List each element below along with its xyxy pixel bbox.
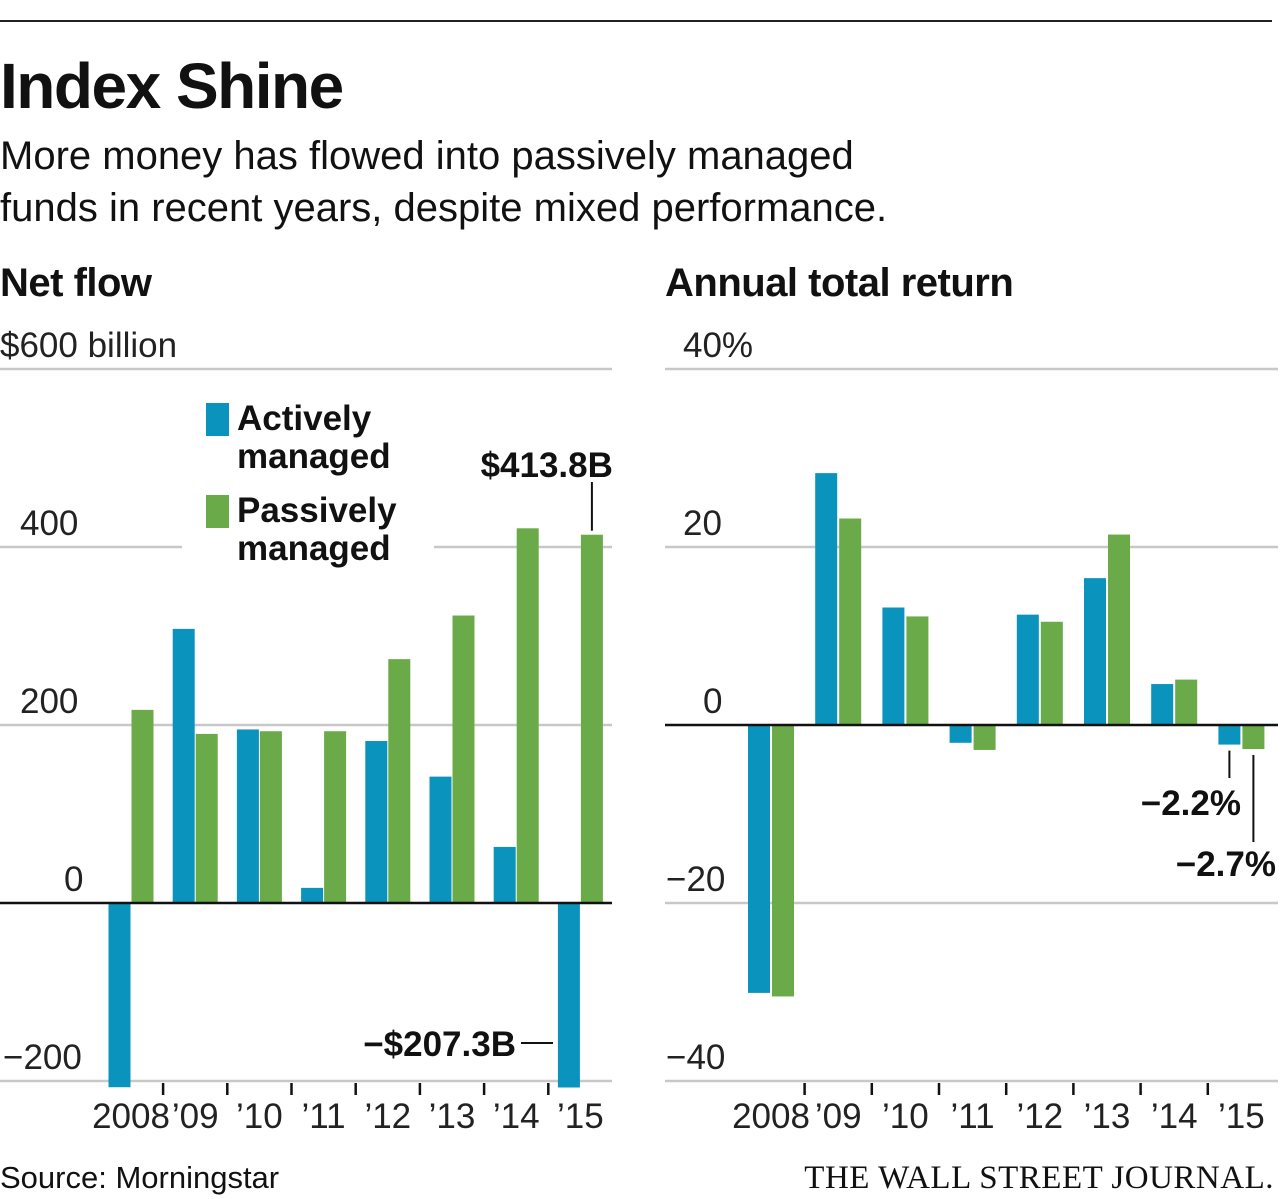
annual-return-bar-passive: [839, 518, 862, 725]
net-flow-category-label: ’13: [429, 1097, 476, 1136]
net-flow-bar-active: [301, 887, 324, 903]
net-flow-category-label: ’15: [557, 1097, 604, 1136]
annual-return-bar-active: [815, 473, 838, 725]
net-flow-bar-active: [108, 903, 131, 1088]
annual-return-bar-passive: [772, 725, 794, 997]
legend-item-active: Actively managed: [206, 400, 417, 476]
annual-return-category-label: ’09: [815, 1097, 862, 1136]
annual-return-y-tick-label: 40%: [683, 326, 753, 365]
net-flow-bar-active: [236, 729, 259, 903]
net-flow-bar-active: [429, 776, 452, 903]
annual-return-category-label: ’15: [1218, 1097, 1265, 1136]
net-flow-annotation-active: −$207.3B: [363, 1025, 516, 1064]
legend-item-passive: Passively managed: [206, 492, 417, 568]
annual-return-bar-passive: [1242, 725, 1265, 750]
annual-return-category-label: ’13: [1084, 1097, 1131, 1136]
annual-return-y-tick-label: 20: [683, 504, 722, 543]
annual-return-category-label: 2008: [732, 1097, 810, 1136]
annual-return-bar-passive: [1040, 621, 1063, 725]
net-flow-annotation-passive: $413.8B: [481, 446, 613, 485]
annual-return-category-label: ’14: [1151, 1097, 1198, 1136]
net-flow-bar-active: [557, 903, 580, 1088]
net-flow-bar-active: [493, 846, 516, 903]
net-flow-y-tick-label: 0: [64, 860, 83, 899]
net-flow-y-tick-label: 200: [20, 682, 78, 721]
annual-return-title: Annual total return: [665, 261, 1014, 305]
net-flow-bar-passive: [131, 709, 154, 903]
annual-return-bar-active: [1016, 614, 1039, 725]
annual-return-bar-active: [1151, 684, 1174, 725]
annual-return-bar-active: [1218, 725, 1241, 745]
annual-return-bar-passive: [906, 616, 929, 725]
annual-return-bar-active: [882, 607, 905, 725]
subtitle-line-2: funds in recent years, despite mixed per…: [0, 186, 888, 230]
chart-title: Index Shine: [0, 50, 344, 122]
net-flow-bar-passive: [388, 659, 411, 903]
net-flow-title: Net flow: [0, 261, 152, 305]
subtitle-line-1: More money has flowed into passively man…: [0, 134, 854, 178]
annual-return-y-tick-label: −20: [666, 860, 725, 899]
net-flow-bar-passive: [259, 731, 282, 903]
annual-return-bar-active: [1084, 578, 1106, 725]
annual-return-annotation-passive: −2.7%: [1176, 845, 1276, 884]
annual-return-category-label: ’10: [882, 1097, 929, 1136]
net-flow-bar-passive: [324, 731, 347, 903]
net-flow-bar-passive: [580, 534, 603, 903]
net-flow-bar-active: [172, 628, 195, 903]
legend-swatch-active: [206, 403, 229, 436]
annual-return-y-tick-label: −40: [666, 1038, 725, 1077]
legend: Actively managed Passively managed: [206, 400, 417, 584]
publisher-logo: THE WALL STREET JOURNAL.: [804, 1160, 1274, 1196]
net-flow-y-tick-label: −200: [3, 1038, 82, 1077]
net-flow-bar-passive: [452, 615, 475, 903]
legend-swatch-passive: [206, 495, 229, 528]
net-flow-category-label: ’11: [302, 1097, 346, 1136]
annual-return-bar-passive: [1175, 679, 1198, 725]
annual-return-y-tick-label: 0: [703, 682, 722, 721]
annual-return-annotation-active: −2.2%: [1141, 784, 1241, 823]
annual-return-category-label: ’11: [951, 1097, 995, 1136]
net-flow-category-label: ’14: [493, 1097, 540, 1136]
chart-subtitle: More money has flowed into passively man…: [0, 130, 960, 234]
net-flow-bar-passive: [195, 733, 218, 903]
net-flow-category-label: 2008: [92, 1097, 170, 1136]
annual-return-bar-active: [949, 725, 972, 743]
net-flow-y-tick-label: $600 billion: [0, 326, 177, 365]
annual-return-bar-active: [748, 725, 770, 993]
top-rule: [0, 20, 1272, 22]
annual-return-bar-passive: [973, 725, 996, 750]
legend-label-passive: Passively managed: [237, 491, 397, 568]
net-flow-bar-passive: [516, 528, 539, 903]
net-flow-bar-active: [365, 741, 388, 903]
annual-return-bar-passive: [1108, 534, 1130, 725]
net-flow-category-label: ’12: [364, 1097, 411, 1136]
net-flow-y-tick-label: 400: [20, 504, 78, 543]
net-flow-category-label: ’10: [236, 1097, 283, 1136]
legend-label-active: Actively managed: [237, 399, 391, 476]
net-flow-category-label: ’09: [172, 1097, 219, 1136]
source-note: Source: Morningstar: [0, 1160, 280, 1195]
annual-return-category-label: ’12: [1016, 1097, 1063, 1136]
